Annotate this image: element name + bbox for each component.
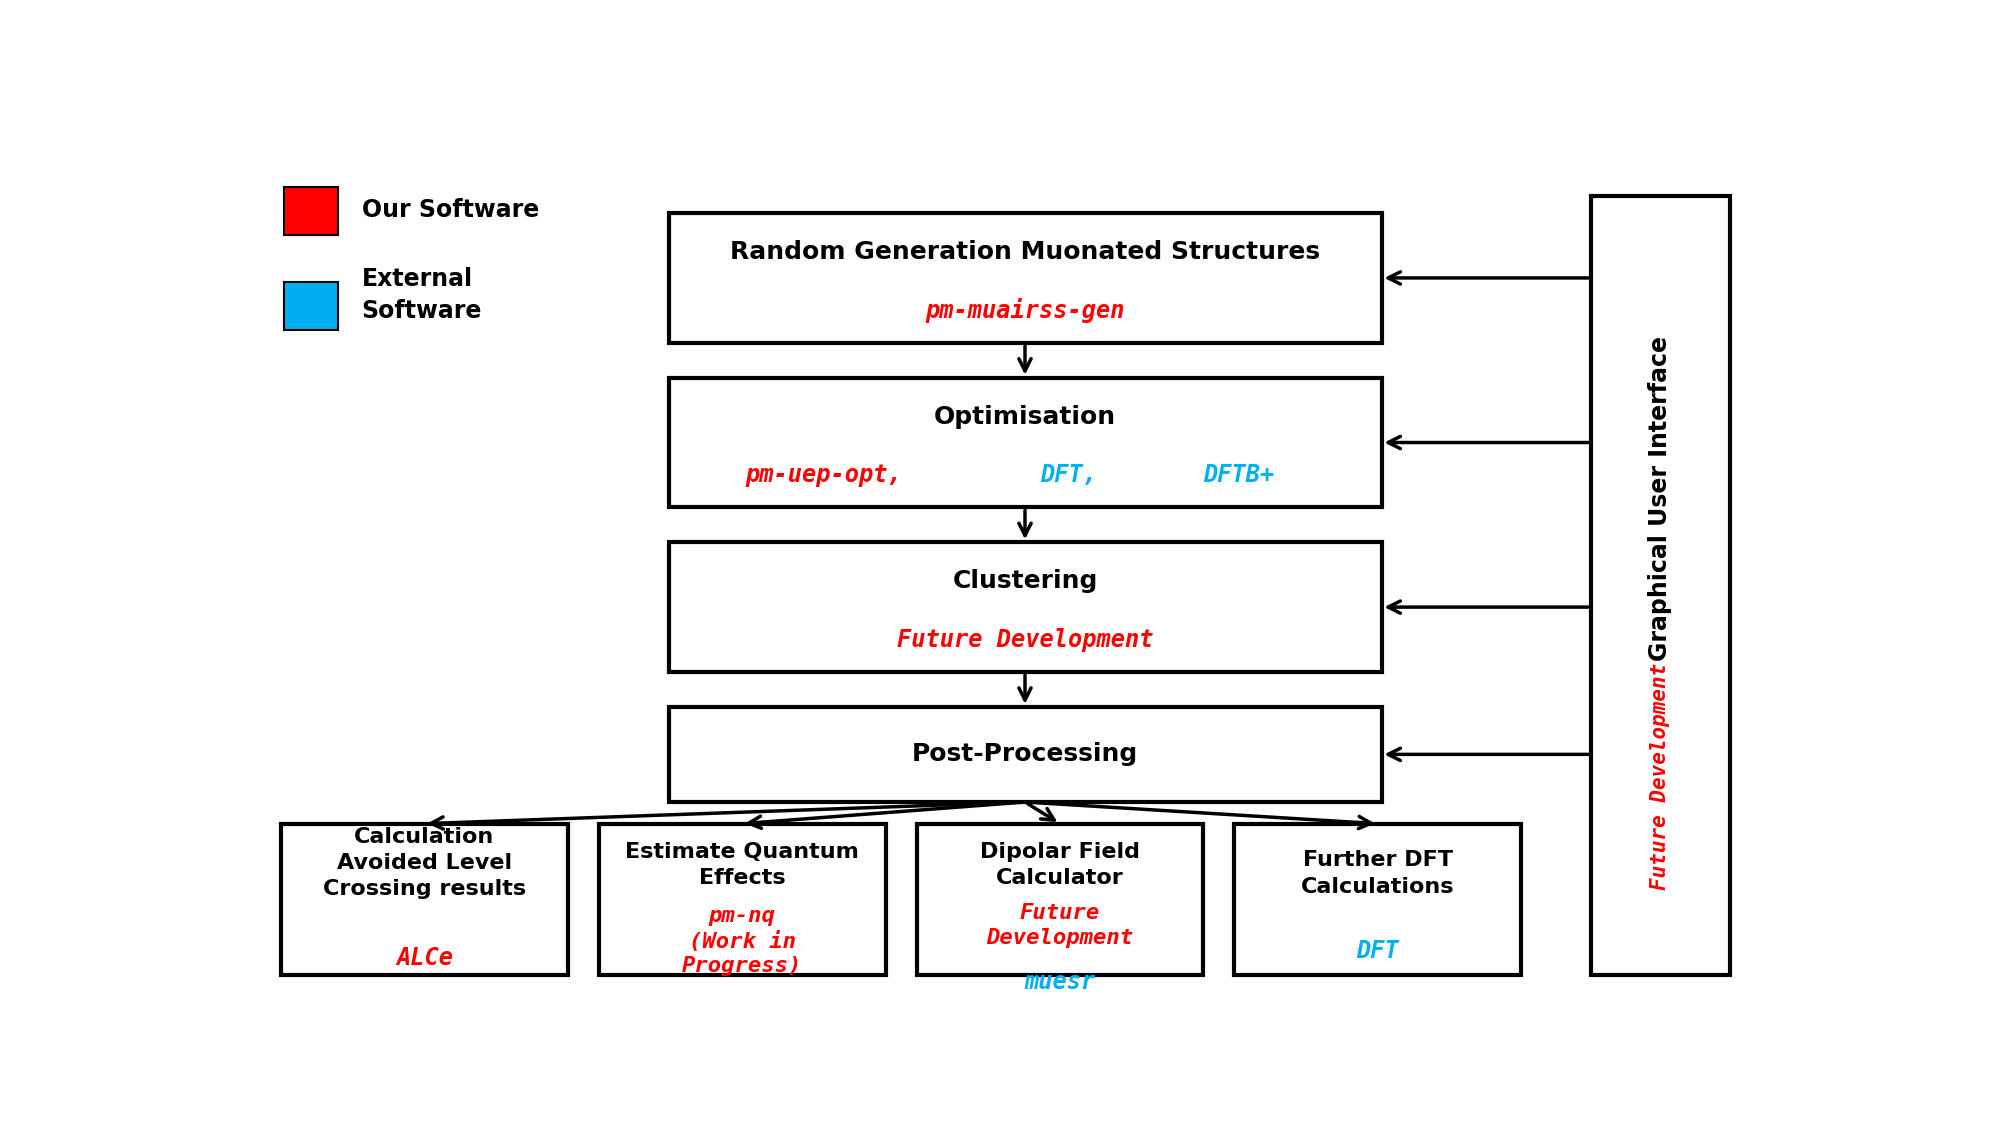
Text: External
Software: External Software (362, 268, 482, 323)
Bar (1590, 196, 1730, 975)
Text: Graphical User Interface: Graphical User Interface (1648, 336, 1672, 662)
Text: muesr: muesr (1024, 970, 1096, 993)
Text: Further DFT
Calculations: Further DFT Calculations (1300, 850, 1454, 897)
Text: Dipolar Field
Calculator: Dipolar Field Calculator (980, 842, 1140, 888)
Bar (668, 378, 1382, 507)
Text: pm-nq
(Work in
Progress): pm-nq (Work in Progress) (682, 906, 802, 976)
Bar (668, 706, 1382, 802)
Text: pm-muairss-gen: pm-muairss-gen (926, 298, 1124, 323)
Bar (916, 824, 1204, 975)
Bar (668, 213, 1382, 343)
Text: DFT,: DFT, (1040, 464, 1096, 487)
Bar (668, 542, 1382, 672)
Text: Clustering: Clustering (952, 569, 1098, 593)
Bar (284, 187, 338, 235)
Text: Future Development: Future Development (896, 628, 1154, 652)
Text: DFT: DFT (1356, 939, 1400, 963)
Text: pm-uep-opt,: pm-uep-opt, (746, 464, 902, 487)
Text: Optimisation: Optimisation (934, 405, 1116, 429)
Text: Future Development: Future Development (1650, 663, 1670, 890)
Text: DFTB+: DFTB+ (1204, 464, 1274, 487)
Text: Estimate Quantum
Effects: Estimate Quantum Effects (626, 842, 860, 888)
Bar (1234, 824, 1522, 975)
Bar (280, 824, 568, 975)
Bar (598, 824, 886, 975)
Text: Calculation
Avoided Level
Crossing results: Calculation Avoided Level Crossing resul… (322, 827, 526, 900)
Bar (284, 282, 338, 330)
Text: Our Software: Our Software (362, 198, 538, 223)
Text: Future
Development: Future Development (986, 903, 1134, 948)
Text: Random Generation Muonated Structures: Random Generation Muonated Structures (730, 240, 1320, 264)
Text: ALCe: ALCe (396, 946, 452, 971)
Text: Post-Processing: Post-Processing (912, 742, 1138, 766)
